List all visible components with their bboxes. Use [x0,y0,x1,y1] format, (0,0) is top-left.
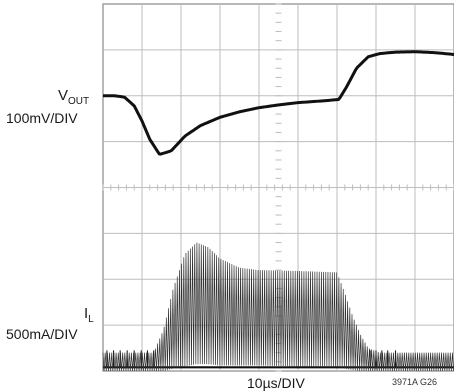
il-channel-label: IL [84,305,94,325]
il-scale-label: 500mA/DIV [6,326,78,342]
grid [102,3,454,372]
il-name: I [84,305,89,322]
vout-name: V [58,87,69,104]
figure-id: 3971A G26 [392,377,438,387]
x-scale-label: 10µs/DIV [247,375,305,391]
vout-trace [103,50,454,156]
il-ripple [102,242,454,372]
il-trace [102,242,454,372]
il-subscript: L [88,314,94,325]
vout-channel-label: VOUT [58,87,89,107]
vout-scale-label: 100mV/DIV [6,110,78,126]
vout-subscript: OUT [68,96,90,107]
vout-line [103,50,454,156]
